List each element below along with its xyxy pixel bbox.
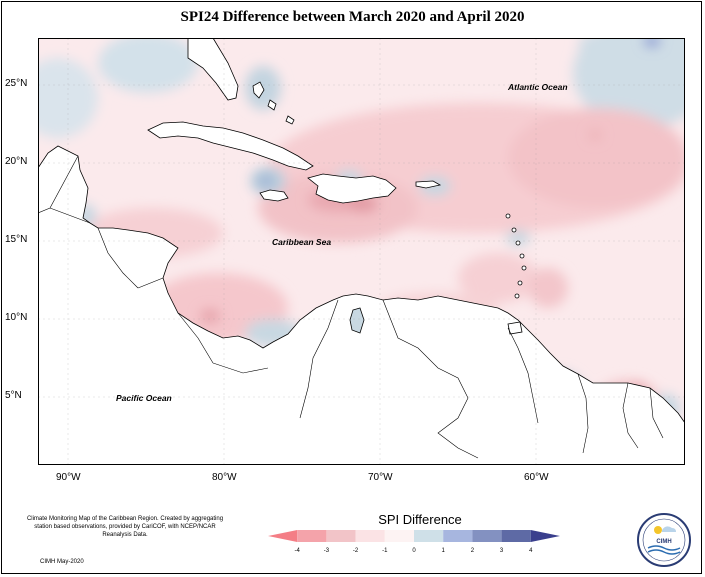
legend-title: SPI Difference [378,512,462,527]
graticule [38,38,685,465]
map-title: SPI24 Difference between March 2020 and … [180,9,525,25]
lat-tick-label: 25°N [5,78,28,89]
legend-tick-label: 4 [529,548,533,554]
cuba-land [147,121,314,171]
legend-swatch [501,530,531,542]
legend-tick-label: 3 [500,548,504,554]
lake-maracaibo [349,307,365,334]
color-legend: -4 -3 -2 -1 0 1 2 3 4 [268,530,560,554]
legend-swatch [355,530,385,542]
hispaniola-land [307,173,397,204]
legend-swatch [297,530,327,542]
lon-tick-label: 80°W [212,472,237,483]
map-svg: Atlantic Ocean Caribbean Sea Pacific Oce… [38,38,685,465]
footer-date: CIMH May-2020 [40,559,84,565]
legend-tick-label: -2 [353,548,359,554]
lat-tick-label: 15°N [5,234,28,245]
lon-tick-label: 60°W [524,472,549,483]
land-masses [38,38,685,465]
south-central-america-land [38,145,685,465]
jamaica-land [259,189,289,202]
atlantic-ocean-label: Atlantic Ocean [507,82,568,92]
caribbean-sea-label: Caribbean Sea [272,237,331,247]
legend-swatch [443,530,473,542]
logo-text: CIMH [656,539,671,545]
antilles-island [514,293,520,299]
legend-swatch [326,530,356,542]
antilles-island [517,280,523,286]
cimh-logo: CIMH [636,512,692,568]
legend-tick-label: 2 [471,548,475,554]
legend-swatch [384,530,414,542]
lat-tick-label: 20°N [5,156,28,167]
lat-tick-label: 10°N [5,312,28,323]
bahamas-land [267,99,277,111]
florida-land [187,38,239,101]
lon-tick-label: 70°W [368,472,393,483]
legend-tick-label: -4 [295,548,301,554]
pacific-ocean-label: Pacific Ocean [116,393,172,403]
legend-swatch [472,530,502,542]
antilles-island [511,227,517,233]
legend-tick-label: 1 [442,548,446,554]
legend-swatch [414,530,444,542]
bahamas-land [252,81,265,99]
antilles-island [521,265,527,271]
lat-tick-label: 5°N [5,390,22,401]
legend-swatch [530,530,560,542]
antilles-island [505,213,511,219]
cloud-icon [662,526,676,532]
lon-tick-label: 90°W [56,472,81,483]
bahamas-land [285,115,295,125]
legend-tick-label: -3 [324,548,330,554]
legend-tick-label: -1 [382,548,388,554]
puerto-rico-land [415,180,442,189]
legend-swatch [268,530,298,542]
wave-icon [647,545,681,551]
country-borders [38,155,664,459]
antilles-island [519,253,525,259]
footer-note: Climate Monitoring Map of the Caribbean … [26,516,224,538]
map-border [38,38,685,465]
antilles-island [515,240,521,246]
legend-tick-label: 0 [412,548,416,554]
sun-icon [654,526,662,534]
map-panel[interactable]: Atlantic Ocean Caribbean Sea Pacific Oce… [38,38,685,465]
